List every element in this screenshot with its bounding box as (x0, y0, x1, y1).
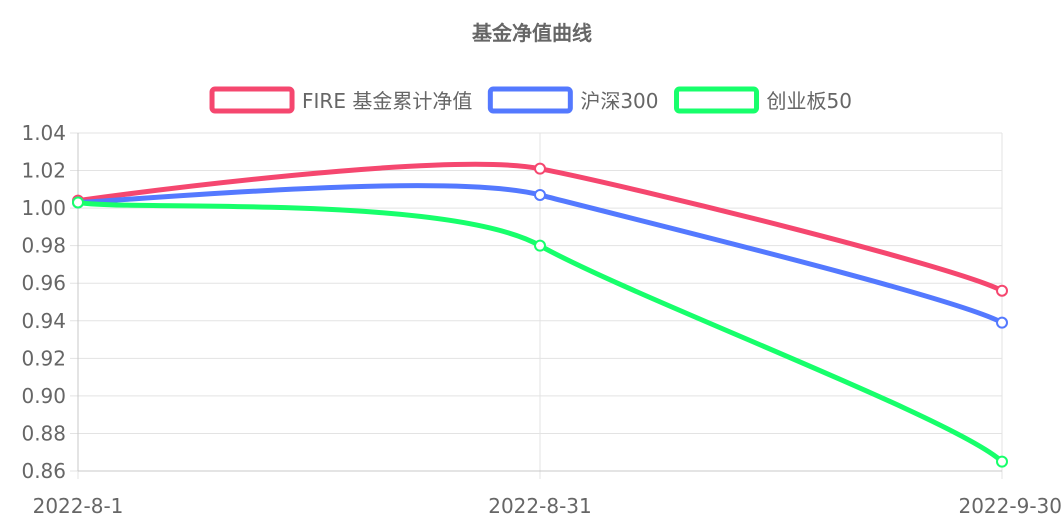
data-point[interactable] (996, 455, 1008, 468)
x-axis: 2022-8-1 2022-8-31 2022-9-30 (33, 494, 1062, 518)
legend-swatch (209, 86, 295, 114)
y-tick-label: 1.00 (21, 196, 66, 220)
y-tick-label: 0.90 (21, 384, 66, 408)
legend-item[interactable]: FIRE 基金累计净值 (209, 86, 472, 114)
x-tick-label: 2022-8-1 (33, 494, 124, 518)
legend-label: 创业板50 (767, 89, 852, 113)
legend-label: FIRE 基金累计净值 (302, 89, 472, 113)
data-point[interactable] (534, 239, 546, 252)
x-tick-label: 2022-8-31 (488, 494, 592, 518)
y-tick-label: 0.92 (21, 346, 66, 370)
series-2 (72, 196, 1008, 468)
data-point[interactable] (534, 162, 546, 175)
chart-title: 基金净值曲线 (472, 21, 592, 45)
y-tick-label: 0.86 (21, 459, 66, 483)
data-point[interactable] (996, 284, 1008, 297)
legend: FIRE 基金累计净值 沪深300 创业板50 (209, 86, 852, 114)
legend-item[interactable]: 沪深300 (487, 86, 659, 114)
y-tick-label: 0.96 (21, 271, 66, 295)
legend-label: 沪深300 (580, 89, 658, 113)
y-tick-label: 1.02 (21, 159, 66, 183)
y-tick-label: 0.98 (21, 234, 66, 258)
y-tick-label: 1.04 (21, 121, 66, 145)
legend-swatch (674, 86, 760, 114)
y-tick-label: 0.88 (21, 421, 66, 445)
x-tick-label: 2022-9-30 (958, 494, 1062, 518)
series-group (72, 161, 1008, 468)
data-point[interactable] (996, 316, 1008, 329)
data-point[interactable] (534, 188, 546, 201)
y-tick-label: 0.94 (21, 309, 66, 333)
data-point[interactable] (72, 196, 84, 209)
legend-swatch (487, 86, 573, 114)
legend-item[interactable]: 创业板50 (674, 86, 852, 114)
y-axis: 1.04 1.02 1.00 0.98 0.96 0.94 0.92 0.90 0.88 0.86 (21, 121, 66, 483)
